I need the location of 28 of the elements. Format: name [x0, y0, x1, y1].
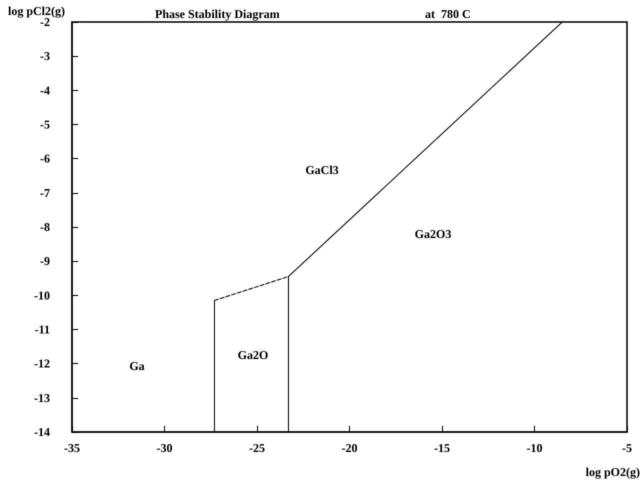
annotation: GaCl3 — [305, 163, 339, 177]
y-tick-label: -14 — [34, 425, 50, 439]
x-tick-label: -30 — [156, 441, 172, 455]
x-tick-label: -5 — [622, 441, 632, 455]
annotation: Ga2O — [238, 348, 268, 362]
annotation: Ga — [129, 359, 145, 373]
annotation: Ga2O3 — [414, 227, 452, 241]
y-tick-label: -6 — [40, 152, 50, 166]
x-tick-label: -20 — [342, 441, 358, 455]
x-tick-label: -25 — [249, 441, 265, 455]
y-tick-label: -13 — [34, 390, 50, 405]
y-tick-label: -9 — [40, 254, 50, 268]
x-axis-title: log pO2(g) — [586, 465, 640, 479]
y-tick-label: -5 — [40, 118, 50, 132]
y-tick-label: -8 — [40, 220, 50, 234]
y-tick-label: -12 — [34, 356, 50, 371]
y-axis-title: log pCl2(g) — [8, 4, 66, 18]
y-tick-label: -10 — [34, 288, 50, 302]
x-tick-label: -15 — [434, 441, 450, 455]
y-tick-label: -7 — [40, 186, 50, 200]
y-tick-label: -11 — [34, 322, 50, 336]
chart-title: Phase Stability Diagram — [155, 7, 280, 21]
y-tick-label: -2 — [40, 15, 50, 29]
chart-subtitle: at 780 C — [425, 7, 471, 21]
x-tick-label: -10 — [526, 441, 542, 455]
x-tick-label: -35 — [64, 441, 80, 455]
y-tick-label: -3 — [40, 49, 50, 64]
y-tick-label: -4 — [40, 83, 50, 98]
